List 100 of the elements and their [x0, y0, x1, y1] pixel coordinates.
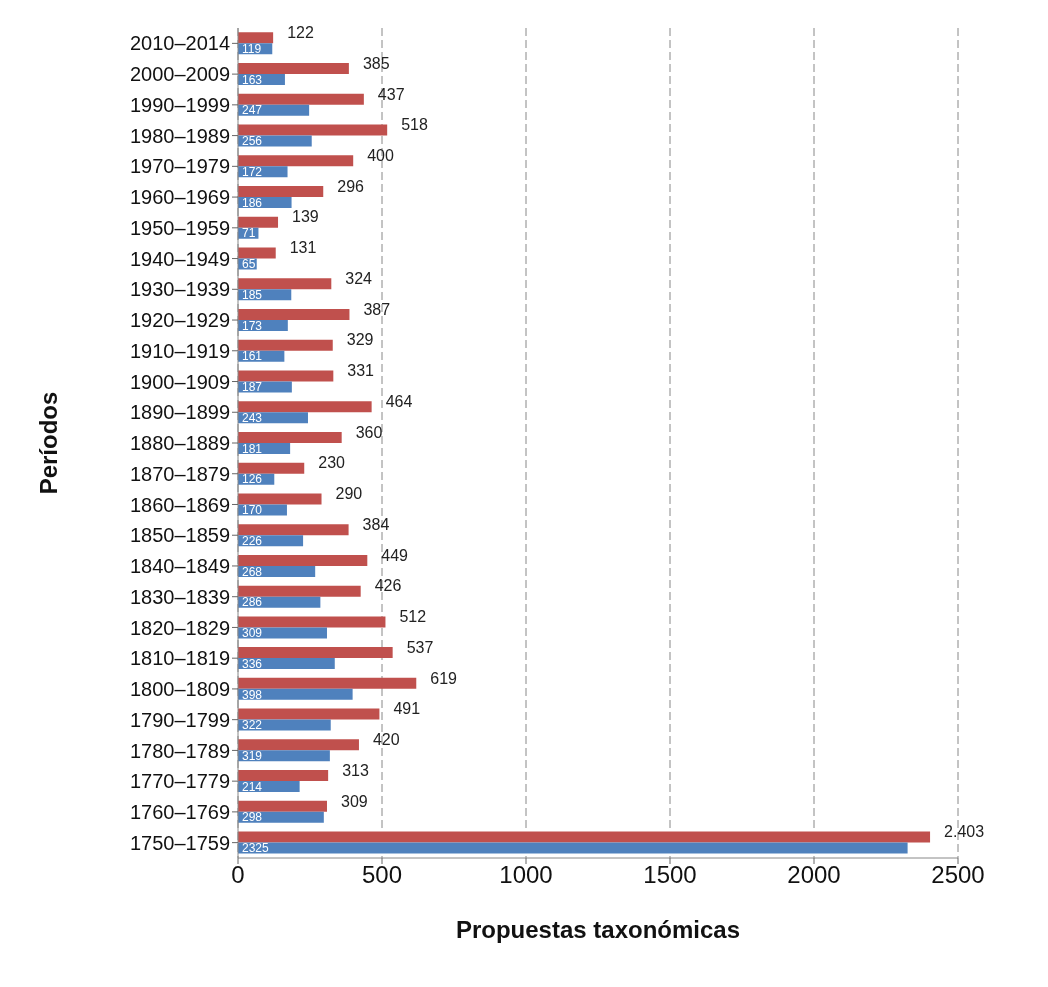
y-tick-label: 1750–1759: [129, 831, 230, 854]
bar: [238, 93, 364, 105]
data-label: 170: [242, 503, 263, 518]
data-label: 398: [242, 687, 263, 702]
y-tick-label: 2010–2014: [129, 32, 230, 55]
data-label: 173: [242, 318, 263, 333]
data-label: 161: [242, 349, 263, 364]
bar: [238, 216, 279, 228]
data-label: 296: [337, 177, 365, 195]
y-tick-label: 1940–1949: [129, 247, 230, 270]
data-label: 518: [401, 116, 428, 134]
data-label: 387: [363, 300, 391, 318]
data-label: 139: [292, 208, 319, 226]
data-label: 71: [242, 226, 256, 241]
data-label: 400: [367, 146, 394, 164]
data-label: 247: [242, 103, 263, 118]
y-tick-label: 1910–1919: [129, 339, 230, 362]
data-label: 256: [242, 134, 263, 149]
data-label: 324: [345, 269, 373, 287]
y-tick-label: 2000–2009: [129, 63, 230, 86]
data-label: 464: [385, 392, 413, 410]
bar: [238, 155, 354, 167]
bar: [238, 688, 353, 700]
x-tick-label: 1500: [643, 861, 697, 889]
data-label: 420: [372, 731, 400, 749]
x-tick-label: 500: [361, 861, 403, 889]
bar: [238, 32, 274, 44]
data-label: 2.403: [944, 823, 985, 841]
data-label: 126: [242, 472, 263, 487]
data-label: 426: [374, 577, 402, 595]
bar: [238, 186, 324, 198]
data-label: 309: [242, 626, 263, 641]
bar: [238, 278, 332, 290]
data-label: 309: [340, 792, 368, 810]
y-tick-label: 1920–1929: [129, 309, 230, 332]
bar: [238, 585, 361, 597]
data-label: 187: [242, 380, 263, 395]
data-label: 119: [242, 41, 262, 56]
bar: [238, 63, 349, 75]
y-tick-label: 1790–1799: [129, 708, 230, 731]
data-label: 437: [377, 85, 405, 103]
bar: [238, 247, 276, 259]
data-label: 131: [289, 239, 317, 257]
x-tick-label: 2500: [931, 861, 985, 889]
x-tick-label: 2000: [787, 861, 841, 889]
data-label: 491: [393, 700, 421, 718]
data-label: 319: [242, 749, 263, 764]
data-label: 537: [406, 638, 434, 656]
data-label: 181: [242, 441, 263, 456]
bar: [238, 708, 380, 720]
data-label: 298: [242, 810, 263, 825]
bar: [238, 800, 327, 812]
y-tick-label: 1950–1959: [129, 216, 230, 239]
data-label: 512: [399, 608, 427, 626]
data-label: 2325: [242, 841, 270, 856]
y-tick-label: 1800–1809: [129, 678, 230, 701]
bar: [238, 308, 350, 320]
y-tick-label: 1860–1869: [129, 493, 230, 516]
data-label: 322: [242, 718, 263, 733]
bar: [238, 616, 386, 628]
bar: [238, 339, 333, 351]
bar: [238, 647, 393, 659]
data-label: 385: [362, 54, 390, 72]
y-tick-label: 1930–1939: [129, 278, 230, 301]
data-label: 226: [242, 533, 263, 548]
data-label: 329: [346, 331, 374, 349]
bar: [238, 401, 372, 413]
y-tick-label: 1810–1819: [129, 647, 230, 670]
data-label: 185: [242, 287, 263, 302]
data-label: 619: [430, 669, 458, 687]
data-label: 336: [242, 656, 263, 671]
data-label: 331: [347, 362, 375, 380]
y-tick-label: 1970–1979: [129, 155, 230, 178]
data-label: 122: [287, 24, 314, 42]
y-tick-label: 1960–1969: [129, 186, 230, 209]
bar: [238, 739, 359, 751]
bar: [238, 370, 334, 382]
x-tick-label: 0: [231, 861, 245, 889]
data-label: 65: [242, 257, 256, 272]
data-label: 268: [242, 564, 263, 579]
y-tick-label: 1870–1879: [129, 462, 230, 485]
data-label: 290: [335, 485, 363, 503]
y-tick-label: 1820–1829: [129, 616, 230, 639]
bar: [238, 831, 931, 843]
bar: [238, 842, 908, 854]
data-label: 384: [362, 515, 390, 533]
bar: [238, 431, 342, 443]
data-label: 313: [342, 761, 369, 779]
data-label: 163: [242, 72, 263, 87]
bar: [238, 124, 388, 136]
data-label: 360: [355, 423, 383, 441]
bar: [238, 677, 417, 689]
y-tick-label: 1980–1989: [129, 124, 230, 147]
data-label: 243: [242, 410, 263, 425]
y-tick-label: 1890–1899: [129, 401, 230, 424]
bar: [238, 554, 368, 566]
x-axis-title: Propuestas taxonómicas: [455, 916, 741, 943]
data-label: 230: [318, 454, 346, 472]
y-tick-label: 1900–1909: [129, 370, 230, 393]
data-label: 172: [242, 164, 263, 179]
